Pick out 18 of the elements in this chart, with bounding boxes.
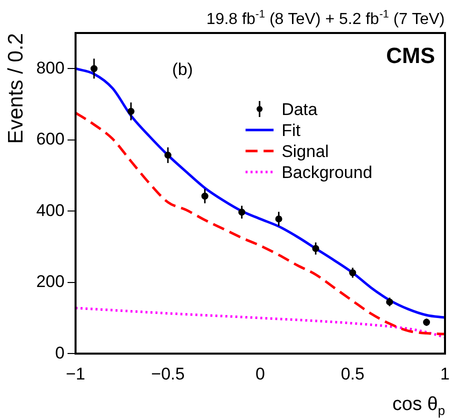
x-tick-label: −0.5: [151, 364, 185, 384]
y-tick-label: 400: [36, 200, 65, 220]
x-tick-label: 0: [256, 364, 266, 384]
y-tick-label: 200: [36, 272, 65, 292]
annotation: (b): [172, 60, 193, 79]
y-tick-label: 600: [36, 130, 65, 149]
annotation: CMS: [386, 43, 436, 68]
legend-label: Background: [282, 163, 372, 182]
x-tick-label: 0.5: [340, 364, 364, 384]
legend-label: Data: [282, 100, 318, 119]
legend-label: Fit: [282, 121, 301, 140]
x-tick-label: −1: [66, 364, 86, 384]
y-axis-title: Events / 0.2: [4, 33, 28, 144]
x-tick-label: 1: [440, 364, 450, 384]
legend-label: Signal: [282, 142, 329, 161]
y-tick-label: 800: [36, 58, 65, 78]
y-tick-label: 0: [55, 343, 65, 362]
line-series: [76, 306, 445, 338]
